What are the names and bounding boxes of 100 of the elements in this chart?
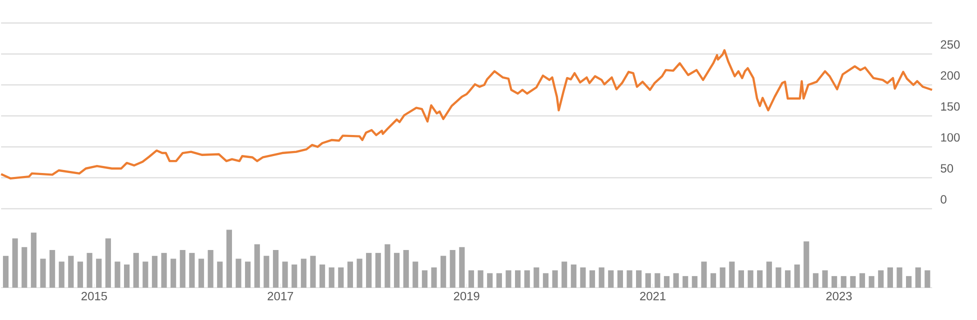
- bar: [924, 270, 930, 288]
- bar: [328, 268, 334, 288]
- bar: [217, 262, 223, 288]
- x-tick-label: 2023: [826, 292, 852, 300]
- bar: [300, 258, 306, 288]
- bar: [310, 256, 316, 288]
- bar: [30, 232, 36, 288]
- bar: [208, 250, 214, 288]
- bar: [58, 262, 64, 288]
- bar: [878, 270, 884, 288]
- bar: [487, 273, 493, 288]
- bar: [198, 258, 204, 288]
- bar: [114, 262, 120, 288]
- bar: [226, 230, 232, 288]
- bar: [682, 276, 688, 288]
- bar: [356, 258, 362, 288]
- bar: [626, 270, 632, 288]
- bar: [105, 238, 111, 288]
- bar: [738, 270, 744, 288]
- bar: [654, 273, 660, 288]
- bar: [608, 270, 614, 288]
- bar: [254, 244, 260, 288]
- bar: [784, 270, 791, 288]
- bar: [384, 244, 390, 288]
- bar: [319, 264, 326, 288]
- bar: [347, 262, 354, 288]
- bar: [692, 276, 698, 288]
- bar: [152, 256, 158, 288]
- bar: [459, 247, 465, 288]
- x-tick-label: 2019: [454, 292, 480, 300]
- bar: [282, 262, 288, 288]
- bar: [598, 268, 604, 288]
- bar: [589, 270, 596, 288]
- bar: [161, 253, 167, 288]
- bar: [272, 250, 279, 288]
- bar: [542, 273, 549, 288]
- bar: [794, 264, 800, 288]
- bar: [673, 273, 679, 288]
- bar: [478, 270, 484, 288]
- bar: [264, 256, 270, 288]
- bar: [850, 276, 856, 288]
- bar: [236, 258, 242, 288]
- bar: [403, 250, 409, 288]
- bar: [710, 273, 716, 288]
- bar: [906, 276, 912, 288]
- bar: [375, 253, 381, 288]
- bar: [12, 238, 18, 288]
- x-tick-label: 2021: [640, 292, 666, 300]
- bar: [496, 273, 502, 288]
- bar: [748, 270, 754, 288]
- bar: [580, 268, 586, 288]
- bar: [189, 253, 195, 288]
- bar: [86, 253, 92, 288]
- bar: [50, 250, 56, 288]
- bar: [840, 276, 846, 288]
- bar: [506, 270, 512, 288]
- bar: [2, 256, 9, 288]
- bar: [431, 268, 437, 288]
- bar: [617, 270, 623, 288]
- bar: [96, 258, 102, 288]
- bar: [450, 250, 456, 288]
- bar: [338, 268, 344, 288]
- bar: [887, 268, 893, 288]
- y-tick-label: 100: [941, 133, 960, 142]
- bar: [170, 258, 176, 288]
- bar: [245, 262, 251, 288]
- bar: [40, 258, 46, 288]
- bar: [868, 276, 874, 288]
- bar: [570, 264, 576, 288]
- y-tick-label: 0: [940, 195, 946, 204]
- bar: [562, 262, 568, 288]
- x-tick-label: 2015: [82, 292, 107, 300]
- bar: [68, 256, 74, 288]
- bar: [524, 270, 530, 288]
- bar: [766, 262, 772, 288]
- bar: [468, 270, 474, 288]
- bar: [645, 273, 651, 288]
- bar: [701, 262, 707, 288]
- bar: [422, 270, 428, 288]
- bar: [394, 253, 400, 288]
- y-tick-label: 200: [940, 71, 960, 80]
- bar: [915, 268, 921, 288]
- bar: [366, 253, 372, 288]
- bar: [636, 270, 642, 288]
- bar: [514, 270, 521, 288]
- bar: [720, 268, 726, 288]
- bar: [812, 273, 818, 288]
- bar: [22, 247, 28, 288]
- bar: [412, 262, 418, 288]
- bar: [440, 256, 446, 288]
- bar: [133, 253, 139, 288]
- bar: [896, 268, 902, 288]
- bar: [180, 250, 186, 288]
- bar: [142, 262, 148, 288]
- bar: [757, 270, 763, 288]
- bar: [832, 276, 838, 288]
- bar: [804, 242, 810, 288]
- bar: [859, 273, 866, 288]
- bar: [664, 276, 670, 288]
- bar: [534, 268, 540, 288]
